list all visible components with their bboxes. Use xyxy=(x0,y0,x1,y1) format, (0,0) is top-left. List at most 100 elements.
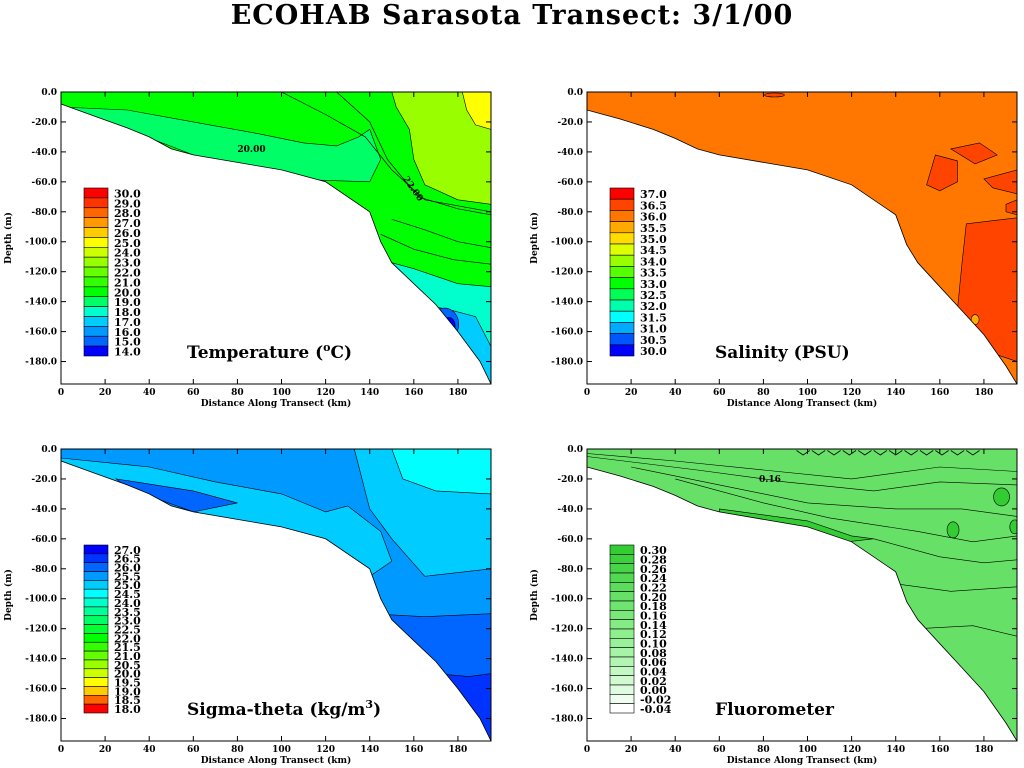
x-tick-label: 140 xyxy=(360,388,379,398)
legend-swatch xyxy=(609,344,635,357)
legend-swatch xyxy=(83,597,109,608)
fluor-surface-contour xyxy=(888,450,903,456)
y-tick-label: -120.0 xyxy=(551,625,583,635)
y-tick-label: -80.0 xyxy=(557,565,583,575)
legend-swatch xyxy=(83,256,109,268)
plot-frame xyxy=(60,448,492,742)
y-tick-label: -120.0 xyxy=(25,268,57,278)
x-tick-label: 20 xyxy=(625,745,638,755)
y-tick-label: -20.0 xyxy=(31,475,57,485)
legend: 27.026.526.025.525.024.524.023.523.022.5… xyxy=(83,544,141,716)
y-tick-label: 0.0 xyxy=(567,88,583,98)
salinity-region-high-a xyxy=(950,142,998,165)
fluor-contour-line xyxy=(587,456,1017,492)
fluor-surface-contour xyxy=(842,450,857,456)
x-tick-label: 60 xyxy=(713,745,726,755)
legend-swatch xyxy=(609,638,635,648)
legend-swatch xyxy=(609,619,635,630)
x-tick-label: 80 xyxy=(231,745,244,755)
temp-region-warm xyxy=(391,92,491,205)
legend-swatch xyxy=(83,197,109,209)
legend-label: 0.10 xyxy=(640,637,667,650)
x-tick-label: 140 xyxy=(886,745,905,755)
legend-swatch xyxy=(83,668,109,678)
legend-label: 21.0 xyxy=(114,276,141,289)
legend-label: 26.0 xyxy=(114,227,141,240)
y-tick-label: -60.0 xyxy=(557,178,583,188)
legend-label: 24.5 xyxy=(114,588,141,601)
legend-swatch xyxy=(609,277,635,290)
y-tick-label: -40.0 xyxy=(31,505,57,515)
legend-label: 20.0 xyxy=(114,668,141,681)
legend-label: 19.0 xyxy=(114,296,141,309)
panel-3: 0 20 40 60 80 100 120 140 160 180 0.0 -20.0 -40.0 -60… xyxy=(3,445,492,766)
legend-label: 0.18 xyxy=(640,600,667,613)
y-tick-label: -140.0 xyxy=(551,655,583,665)
legend-label: 23.5 xyxy=(114,606,141,619)
fluor-surface-contour xyxy=(966,450,980,456)
legend-label: 31.0 xyxy=(640,323,667,336)
y-tick-label: -100.0 xyxy=(25,238,57,248)
fluor-surface-contour xyxy=(827,450,841,456)
salinity-region-high-top xyxy=(764,92,785,98)
y-tick-label: -40.0 xyxy=(557,148,583,158)
legend-label: 33.5 xyxy=(640,267,667,280)
seafloor-line xyxy=(586,466,1018,742)
legend-label: 22.0 xyxy=(114,632,141,645)
legend-label: 28.0 xyxy=(114,207,141,220)
seafloor-line xyxy=(60,460,492,742)
legend-label: 29.0 xyxy=(114,197,141,210)
legend-swatch xyxy=(609,703,635,714)
legend-label: 30.0 xyxy=(114,187,141,200)
y-tick-label: -60.0 xyxy=(31,535,57,545)
x-tick-label: 40 xyxy=(143,745,156,755)
legend-label: 32.0 xyxy=(640,300,667,313)
legend-swatch xyxy=(609,310,635,323)
legend-label: 23.0 xyxy=(114,257,141,270)
salinity-region-high-b xyxy=(926,154,958,192)
y-axis-label: Depth (m) xyxy=(3,212,14,264)
x-tick-label: 180 xyxy=(975,745,994,755)
y-tick-label: -100.0 xyxy=(551,595,583,605)
legend-label: 16.0 xyxy=(114,326,141,339)
legend-label: 0.28 xyxy=(640,553,667,566)
y-tick-label: -100.0 xyxy=(551,238,583,248)
legend-label: 27.0 xyxy=(114,544,141,557)
panel-title: Salinity (PSU) xyxy=(715,343,850,363)
x-tick-label: 40 xyxy=(143,388,156,398)
legend-label: 0.02 xyxy=(640,675,667,688)
legend-swatch xyxy=(83,296,109,307)
legend-swatch xyxy=(609,675,635,686)
legend-label: 0.30 xyxy=(640,544,667,557)
x-axis-label: Distance Along Transect (km) xyxy=(727,398,878,409)
contour-label-20: 20.00 xyxy=(237,145,265,155)
legend-swatch xyxy=(609,647,635,658)
y-tick-label: -20.0 xyxy=(557,475,583,485)
plot-frame xyxy=(586,91,1018,385)
panel-title: Fluorometer xyxy=(715,700,835,720)
legend-label: 18.0 xyxy=(114,306,141,319)
legend-label: 32.5 xyxy=(640,289,667,302)
legend-swatch xyxy=(609,628,635,639)
seafloor-line xyxy=(60,103,492,385)
panel-title-sup: 3 xyxy=(365,698,373,711)
salinity-region-high-c xyxy=(983,169,1017,195)
legend-label: 20.5 xyxy=(114,659,141,672)
legend-label: 23.0 xyxy=(114,615,141,628)
x-tick-label: 100 xyxy=(798,745,817,755)
legend-label: 17.0 xyxy=(114,316,141,329)
legend-swatch xyxy=(83,246,109,258)
fluor-contour-line xyxy=(675,478,1017,543)
legend-swatch xyxy=(609,210,635,222)
legend-label: 24.0 xyxy=(114,597,141,610)
legend-swatch xyxy=(609,554,635,564)
y-tick-label: -40.0 xyxy=(557,505,583,515)
legend-label: 18.0 xyxy=(114,703,141,716)
legend-label: 0.22 xyxy=(640,581,667,594)
legend-swatch xyxy=(83,187,109,199)
legend-swatch xyxy=(83,217,109,228)
legend-swatch xyxy=(83,562,109,572)
legend-swatch xyxy=(609,684,635,695)
fluor-contour-line xyxy=(895,583,1017,592)
